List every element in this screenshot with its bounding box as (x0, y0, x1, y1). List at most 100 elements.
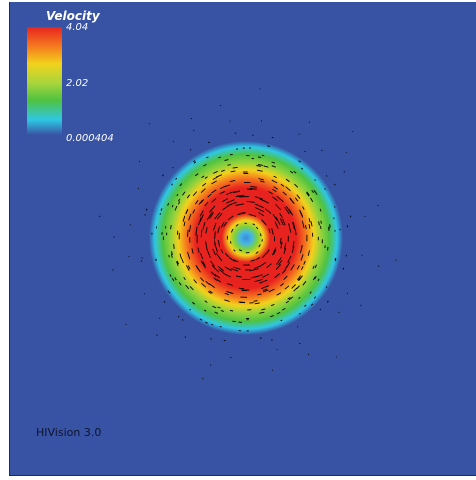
velocity-vector (177, 316, 180, 318)
velocity-vector (226, 191, 233, 195)
velocity-vector (298, 296, 301, 299)
velocity-vector (305, 224, 307, 230)
velocity-vector (275, 264, 282, 270)
velocity-vector (195, 200, 199, 205)
velocity-vector (291, 245, 295, 253)
velocity-vector (298, 160, 301, 163)
velocity-vector (300, 254, 304, 261)
velocity-vector (265, 208, 272, 214)
velocity-vector (226, 199, 235, 204)
velocity-vector (257, 163, 264, 166)
velocity-vector (262, 289, 269, 293)
velocity-vector (214, 230, 216, 240)
velocity-vector (187, 265, 191, 270)
velocity-vector (250, 185, 257, 188)
velocity-vector (192, 301, 195, 305)
velocity-vector (201, 175, 205, 179)
velocity-vector (252, 223, 256, 226)
velocity-vector (220, 309, 224, 312)
velocity-vector (255, 251, 259, 254)
velocity-vector (280, 241, 283, 249)
velocity-vector (183, 276, 186, 280)
velocity-vector (205, 227, 208, 234)
velocity-vector (176, 193, 179, 197)
velocity-vector (314, 275, 317, 280)
velocity-vector (250, 275, 259, 279)
velocity-vector (255, 226, 259, 230)
velocity-vector (309, 291, 312, 294)
velocity-vector (218, 268, 224, 274)
velocity-vector (237, 212, 245, 216)
velocity-vector (225, 184, 230, 187)
velocity-vector (232, 320, 236, 323)
velocity-vector (223, 221, 227, 227)
velocity-vector (171, 183, 173, 186)
velocity-vector (186, 194, 191, 199)
velocity-vector (334, 257, 336, 261)
velocity-vector (170, 253, 173, 258)
velocity-vector (248, 213, 257, 217)
velocity-vector (189, 285, 194, 291)
velocity-vector (209, 205, 216, 213)
velocity-vector (285, 300, 290, 304)
velocity-vector (210, 260, 215, 267)
velocity-vector (239, 212, 246, 214)
velocity-vector (211, 323, 214, 326)
velocity-vector (288, 296, 294, 301)
velocity-vector (217, 306, 221, 309)
velocity-vector (205, 321, 208, 324)
vortex-speed-field (149, 141, 343, 335)
app-version-label: HIVision 3.0 (36, 426, 102, 439)
velocity-vector (310, 303, 314, 306)
velocity-vector (249, 187, 257, 190)
velocity-vector (280, 319, 283, 322)
velocity-vector (283, 275, 288, 281)
velocity-vector (219, 325, 222, 328)
velocity-vector (125, 323, 127, 326)
velocity-vector (191, 248, 194, 254)
render-viewport[interactable]: Velocity 4.04 2.02 0.000404 HIVision 3.0 (9, 2, 476, 476)
velocity-vector (261, 154, 265, 157)
velocity-field-plot (99, 88, 397, 380)
velocity-vector (182, 215, 186, 222)
velocity-vector (258, 178, 265, 181)
velocity-vector (199, 318, 203, 321)
velocity-vector (307, 250, 310, 256)
velocity-vector (208, 283, 216, 288)
velocity-vector (170, 225, 172, 230)
velocity-vector (214, 240, 217, 248)
velocity-vector (360, 304, 362, 307)
velocity-vector (177, 201, 181, 205)
velocity-vector (263, 165, 269, 168)
velocity-vector (233, 266, 241, 270)
velocity-vector (176, 260, 179, 265)
velocity-vector (292, 241, 295, 249)
velocity-vector (218, 156, 221, 159)
velocity-vector (254, 302, 260, 305)
velocity-vector (174, 205, 178, 211)
velocity-vector (314, 264, 317, 269)
velocity-vector (254, 206, 265, 213)
velocity-vector (314, 191, 318, 195)
velocity-vector (235, 224, 239, 227)
velocity-vector (320, 225, 322, 230)
velocity-vector (208, 141, 211, 144)
velocity-vector (253, 300, 258, 302)
velocity-vector (258, 244, 261, 248)
velocity-vector (271, 228, 274, 235)
velocity-vector (202, 182, 207, 187)
velocity-vector (285, 186, 291, 192)
velocity-vector (261, 273, 269, 279)
velocity-vector (301, 245, 303, 250)
velocity-vector (235, 203, 245, 206)
velocity-vector (227, 201, 237, 207)
velocity-vector (200, 277, 205, 282)
velocity-vector (279, 218, 284, 226)
velocity-vector (299, 211, 304, 218)
velocity-vector (199, 210, 204, 217)
velocity-vector (205, 241, 208, 250)
velocity-vector (299, 342, 301, 345)
velocity-vector (296, 194, 301, 199)
velocity-vector (200, 199, 205, 204)
velocity-vector (261, 252, 268, 259)
